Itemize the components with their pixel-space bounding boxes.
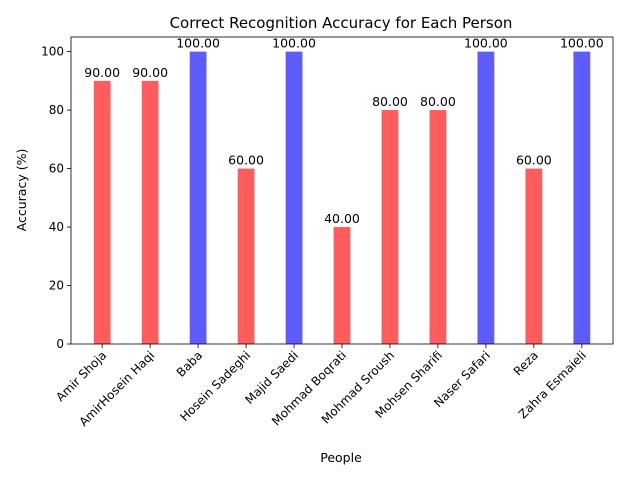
y-tick-label-2: 40 (49, 220, 64, 234)
x-tick-label-9: Reza (511, 348, 541, 378)
bar-10 (573, 51, 591, 344)
y-tick-label-4: 80 (49, 103, 64, 117)
data-label-4: 100.00 (272, 36, 316, 51)
data-label-5: 40.00 (324, 211, 360, 226)
bar-5 (333, 227, 351, 344)
data-label-3: 60.00 (228, 153, 264, 168)
x-axis-label: People (320, 450, 362, 465)
data-label-0: 90.00 (84, 65, 120, 80)
plot-frame (70, 36, 614, 345)
y-tick-label-3: 60 (49, 162, 64, 176)
y-axis-label: Accuracy (%) (14, 149, 29, 232)
bar-8 (477, 51, 495, 344)
data-label-10: 100.00 (560, 36, 604, 51)
bar-2 (189, 51, 207, 344)
data-label-6: 80.00 (372, 94, 408, 109)
y-tick-label-5: 100 (41, 45, 64, 59)
data-label-8: 100.00 (464, 36, 508, 51)
y-tick-label-0: 0 (56, 337, 64, 351)
x-tick-label-2: Baba (174, 348, 206, 380)
bar-0 (93, 80, 111, 344)
bar-7 (429, 110, 447, 344)
bar-4 (285, 51, 303, 344)
data-label-9: 60.00 (516, 153, 552, 168)
chart-title: Correct Recognition Accuracy for Each Pe… (170, 14, 513, 32)
data-label-1: 90.00 (132, 65, 168, 80)
bar-9 (525, 168, 543, 344)
bar-1 (141, 80, 159, 344)
bar-3 (237, 168, 255, 344)
y-tick-label-1: 20 (49, 279, 64, 293)
data-label-2: 100.00 (176, 36, 220, 51)
data-label-7: 80.00 (420, 94, 456, 109)
bar-6 (381, 110, 399, 344)
